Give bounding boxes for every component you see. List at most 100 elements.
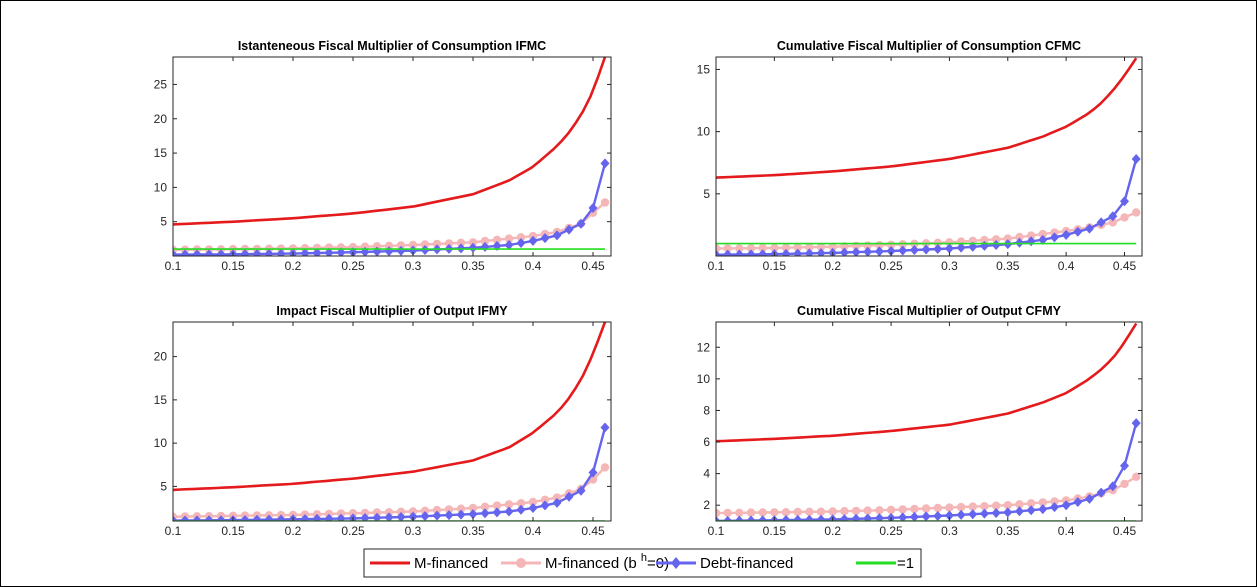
point-debt-financed-35 — [1119, 196, 1129, 207]
point-debt-financed-19 — [933, 510, 943, 521]
point-m-financed-bh0-29 — [516, 233, 526, 242]
point-m-financed-bh0-24 — [991, 501, 1001, 510]
point-m-financed-bh0-25 — [468, 238, 478, 247]
point-debt-financed-24 — [991, 507, 1001, 518]
x-tick-label: 0.45 — [1113, 524, 1137, 538]
point-debt-financed-4 — [758, 515, 768, 521]
point-debt-financed-17 — [909, 245, 919, 256]
point-m-financed-bh0-13 — [863, 506, 872, 515]
point-debt-financed-31 — [1073, 226, 1083, 237]
point-debt-financed-20 — [408, 245, 418, 256]
point-debt-financed-31 — [540, 233, 550, 244]
x-tick-label: 0.35 — [461, 259, 485, 273]
x-tick-label: 0.2 — [824, 524, 841, 538]
legend-box — [363, 548, 922, 578]
x-tick-label: 0.25 — [341, 524, 365, 538]
x-tick-label: 0.15 — [221, 259, 245, 273]
x-tick-label: 0.35 — [996, 524, 1020, 538]
point-debt-financed-25 — [1003, 507, 1013, 518]
y-tick-label: 20 — [154, 112, 168, 126]
x-tick-label: 0.35 — [461, 524, 485, 538]
point-m-financed-bh0-0 — [716, 508, 721, 518]
chart-panel-2: Cumulative Fiscal Multiplier of Consumpt… — [697, 39, 1143, 273]
point-m-financed-bh0-4 — [758, 243, 767, 253]
x-tick-label: 0.1 — [708, 259, 725, 273]
x-tick-label: 0.4 — [1058, 259, 1075, 273]
point-debt-financed-12 — [312, 513, 322, 521]
point-m-financed-bh0-25 — [468, 503, 478, 513]
point-m-financed-bh0-15 — [348, 509, 358, 518]
x-tick-label: 0.15 — [221, 524, 245, 538]
point-m-financed-bh0-20 — [945, 503, 954, 512]
point-debt-financed-12 — [312, 248, 322, 256]
series-line-m-financed — [173, 57, 607, 226]
y-tick-label: 15 — [154, 393, 168, 407]
point-m-financed-bh0-3 — [746, 244, 756, 253]
chart-title-4: Cumulative Fiscal Multiplier of Output C… — [797, 304, 1062, 318]
point-m-financed-bh0-6 — [781, 243, 791, 252]
point-debt-financed-3 — [746, 249, 756, 256]
y-tick-label: 5 — [160, 479, 167, 493]
point-m-financed-bh0-35 — [1120, 213, 1129, 222]
point-debt-financed-10 — [828, 247, 838, 256]
point-debt-financed-21 — [956, 509, 966, 520]
point-m-financed-bh0-25 — [1003, 501, 1012, 510]
point-debt-financed-36 — [1131, 153, 1141, 164]
point-m-financed-bh0-2 — [735, 508, 744, 517]
point-m-financed-bh0-17 — [372, 508, 382, 517]
point-m-financed-bh0-24 — [991, 235, 1001, 244]
point-m-financed-bh0-16 — [898, 505, 907, 514]
x-tick-label: 0.3 — [941, 259, 958, 273]
x-tick-label: 0.15 — [763, 259, 787, 273]
point-debt-financed-13 — [863, 246, 873, 256]
point-debt-financed-8 — [264, 248, 274, 256]
legend-marker-m-financed-bh0 — [516, 558, 526, 568]
chart-panel-1: Istanteneous Fiscal Multiplier of Consum… — [154, 39, 612, 273]
point-debt-financed-27 — [1026, 505, 1036, 516]
x-tick-label: 0.45 — [581, 524, 605, 538]
x-tick-label: 0.45 — [581, 259, 605, 273]
axes-box-1 — [172, 56, 612, 257]
x-tick-label: 0.4 — [525, 524, 542, 538]
y-tick-label: 10 — [697, 125, 711, 139]
chart-panel-3: Impact Fiscal Multiplier of Output IFMY 0… — [154, 304, 612, 538]
y-tick-label: 15 — [154, 146, 168, 160]
legend-label-debt-financed: Debt-financed — [700, 555, 793, 572]
point-m-financed-bh0-36 — [1132, 472, 1141, 481]
y-tick-label: 5 — [160, 215, 167, 229]
point-m-financed-bh0-21 — [956, 502, 966, 512]
point-m-financed-bh0-34 — [1108, 218, 1118, 227]
y-tick-label: 12 — [697, 340, 711, 354]
point-m-financed-bh0-26 — [1015, 500, 1024, 509]
point-debt-financed-33 — [1096, 217, 1106, 228]
y-tick-label: 10 — [697, 372, 711, 386]
point-debt-financed-28 — [504, 506, 514, 517]
legend-label-one-line: =1 — [897, 555, 914, 572]
point-debt-financed-2 — [734, 249, 744, 256]
point-m-financed-bh0-2 — [735, 244, 744, 253]
point-debt-financed-14 — [874, 513, 884, 521]
point-debt-financed-29 — [516, 504, 526, 515]
point-m-financed-bh0-26 — [1015, 232, 1024, 242]
point-debt-financed-6 — [781, 248, 791, 256]
point-debt-financed-35 — [588, 202, 598, 213]
point-m-financed-bh0-5 — [770, 508, 779, 517]
point-debt-financed-16 — [898, 245, 908, 256]
point-debt-financed-31 — [1073, 497, 1083, 508]
point-m-financed-bh0-6 — [781, 508, 791, 517]
series-line-m-financed — [173, 322, 607, 492]
point-m-financed-bh0-22 — [432, 239, 442, 249]
point-m-financed-bh0-27 — [1026, 499, 1036, 508]
point-m-financed-bh0-23 — [444, 239, 454, 248]
legend: M-financed M-financed (b h=0) Debt-finan… — [363, 548, 922, 578]
point-debt-financed-7 — [252, 249, 262, 256]
point-debt-financed-1 — [723, 515, 733, 521]
y-tick-label: 4 — [703, 467, 710, 481]
point-debt-financed-36 — [600, 422, 610, 433]
series-line-m-financed — [716, 322, 1138, 443]
y-tick-label: 25 — [154, 77, 168, 91]
point-m-financed-bh0-28 — [504, 234, 514, 243]
point-debt-financed-27 — [492, 507, 502, 518]
point-m-financed-bh0-12 — [851, 506, 861, 516]
point-debt-financed-13 — [863, 513, 873, 521]
